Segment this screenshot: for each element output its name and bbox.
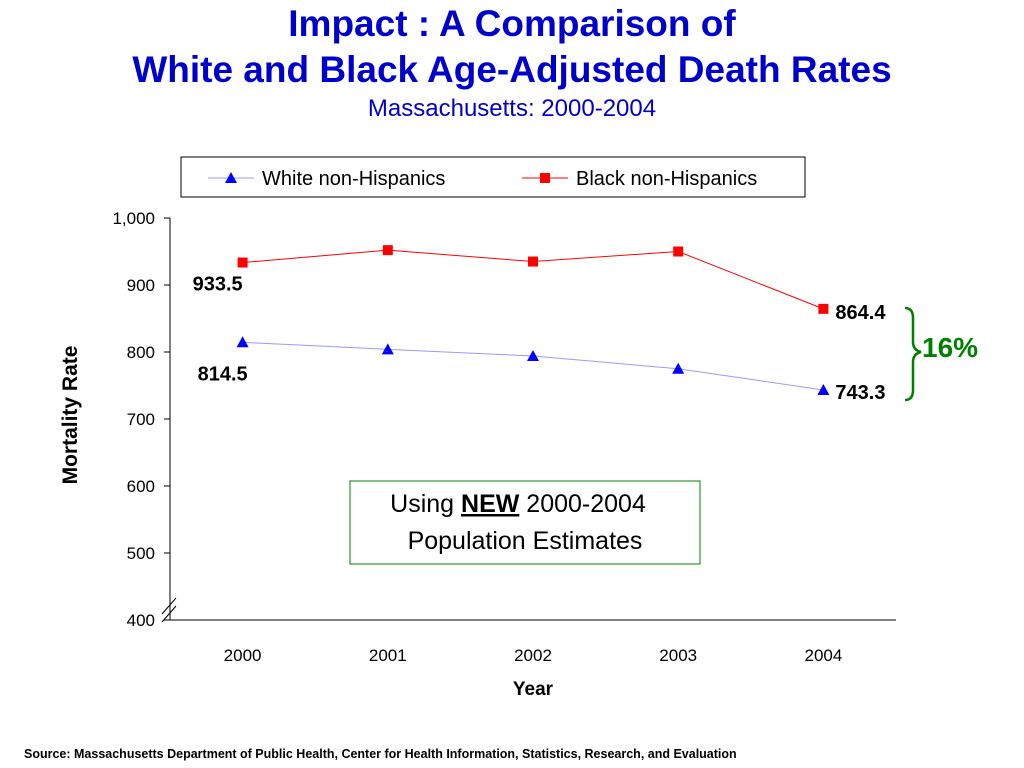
data-label: 743.3 [835,382,885,404]
data-point-triangle [817,383,830,395]
y-axis-title: Mortality Rate [59,346,82,485]
data-labels: 814.5 743.3 933.5 864.4 [193,274,887,404]
y-tick-label: 700 [127,410,155,429]
data-point-triangle [672,362,685,374]
x-tick-label: 2003 [659,646,697,665]
source-note: Source: Massachusetts Department of Publ… [24,747,737,761]
slide-title-line-2: White and Black Age-Adjusted Death Rates [132,49,892,90]
note-suffix: 2000-2004 [519,490,646,518]
note-line-1: Using NEW 2000-2004 [390,490,646,518]
data-label: 814.5 [198,363,248,385]
data-point-square [528,256,538,267]
x-tick-label: 2004 [804,646,842,665]
data-point-triangle [236,336,249,348]
data-point-square [818,303,829,314]
series-lines [242,249,824,391]
chart-annotations: 16% Using NEW 2000-2004 Population Estimat… [349,306,978,565]
data-point-triangle [527,350,539,362]
percent-difference-label: 16% [922,332,978,363]
chart-axes: 400 500 600 700 800 900 1,000 2000 2001 2002 2003 2… [59,209,896,700]
axis-break-mark [161,597,177,615]
data-point-square [237,257,248,268]
x-tick-label: 2000 [224,646,262,665]
data-label: 933.5 [193,274,243,296]
legend-label: Black non-Hispanics [576,168,757,190]
slide-title-line-1: Impact : A Comparison of [288,3,736,44]
axis-break-mark [161,605,177,623]
data-point-triangle [381,343,394,355]
chart-legend: White non-Hispanics Black non-Hispanics [180,156,806,198]
x-tick-label: 2001 [369,646,407,665]
x-tick-label: 2002 [514,646,552,665]
note-box [349,480,701,565]
series-markers [236,245,830,395]
x-axis-title: Year [513,679,554,700]
percent-difference-bracket [904,306,922,402]
y-tick-label: 900 [127,276,155,295]
legend-swatch-square [540,173,550,183]
data-point-square [673,246,684,257]
note-prefix: Using [390,490,461,518]
y-tick-label: 400 [127,611,155,630]
slide-subtitle: Massachusetts: 2000-2004 [367,95,657,122]
legend-box [180,156,806,198]
y-tick-label: 1,000 [112,209,155,228]
legend-swatch-triangle [225,172,237,183]
series-line-white-non-hispanics [242,341,824,391]
y-tick-label: 500 [127,544,155,563]
legend-label: White non-Hispanics [262,168,445,190]
note-line-2: Population Estimates [408,527,643,555]
y-tick-label: 800 [127,343,155,362]
y-tick-label: 600 [127,477,155,496]
data-label: 864.4 [835,302,886,324]
mortality-line-chart: White non-Hispanics Black non-Hispanics 4… [59,156,978,700]
note-emphasis: NEW [461,490,520,518]
data-point-square [382,245,393,256]
